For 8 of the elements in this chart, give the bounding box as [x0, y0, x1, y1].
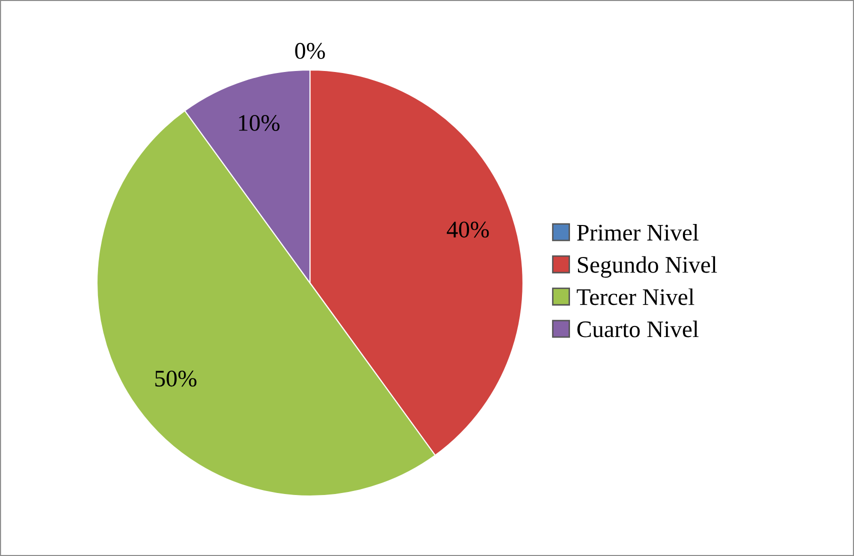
data-label: 40% — [446, 222, 489, 238]
legend-label: Cuarto Nivel — [577, 320, 699, 338]
text: 0% — [295, 42, 325, 59]
legend-label: Tercer Nivel — [576, 288, 694, 306]
data-label: 10% — [239, 114, 280, 131]
data-label: 50% — [155, 370, 196, 387]
legend-label: Primer Nivel — [577, 224, 699, 241]
legend-label: Segundo Nivel — [578, 256, 717, 278]
